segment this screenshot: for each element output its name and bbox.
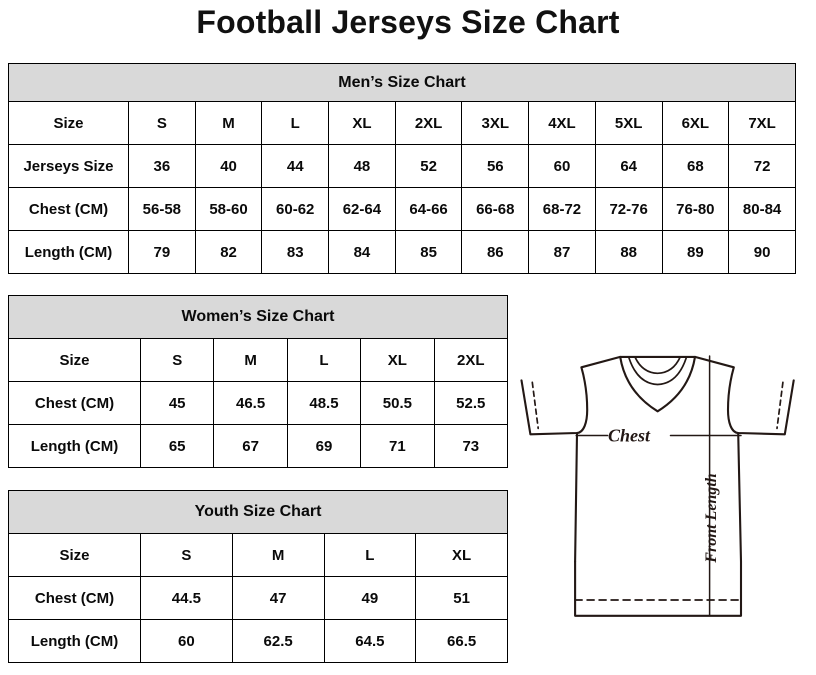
svg-text:Front Length: Front Length <box>703 473 720 563</box>
svg-text:Chest: Chest <box>608 426 651 446</box>
